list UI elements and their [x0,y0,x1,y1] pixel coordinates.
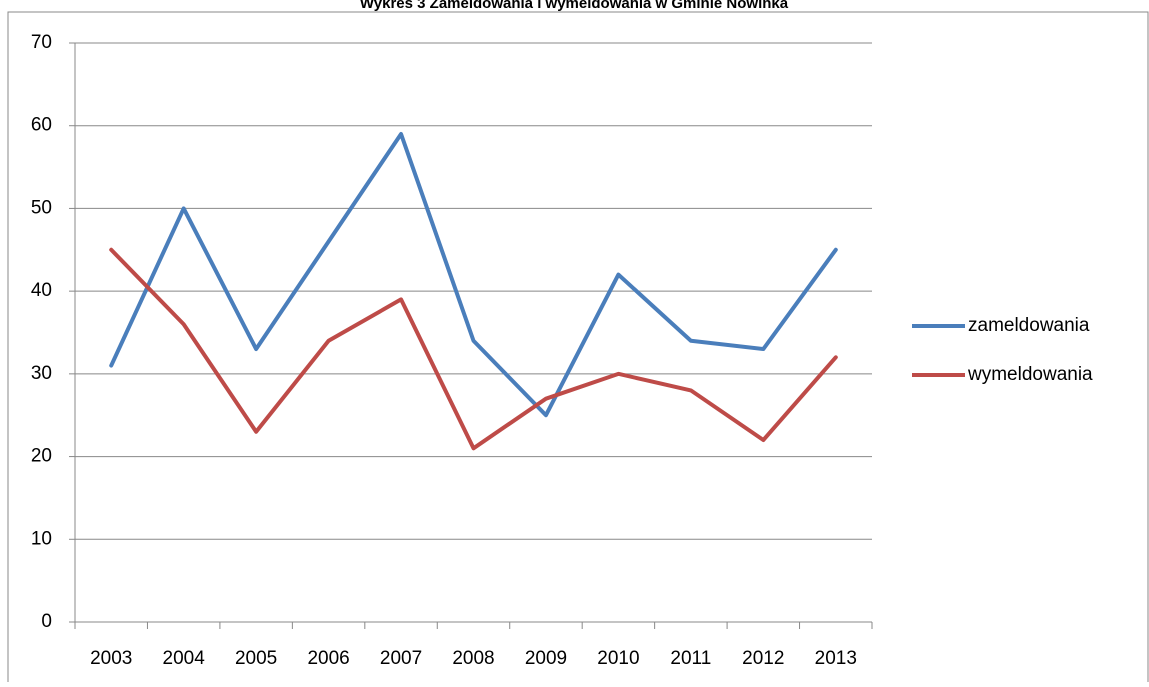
y-tick-label: 30 [31,363,52,384]
y-tick-label: 20 [31,446,52,467]
x-tick-label: 2013 [815,648,857,669]
x-tick-label: 2009 [525,648,567,669]
series-line [109,247,838,451]
y-tick-label: 0 [41,611,52,632]
y-tick-label: 50 [31,197,52,218]
x-tick-label: 2010 [597,648,639,669]
x-tick-label: 2004 [163,648,206,669]
x-tick-label: 2003 [90,648,132,669]
x-tick-label: 2012 [742,648,784,669]
legend-label: zameldowania [968,315,1090,336]
chart-frame [7,11,1149,687]
y-tick-label: 60 [31,115,52,136]
x-tick-label: 2008 [452,648,494,669]
y-tick-label: 70 [31,32,52,53]
x-tick-label: 2011 [670,648,711,669]
x-tick-label: 2007 [380,648,422,669]
legend-label: wymeldowania [967,364,1093,385]
series-line [109,131,838,418]
x-tick-label: 2005 [235,648,277,669]
chart-title: Wykres 3 Zameldowania i wymeldowania w G… [360,0,789,12]
x-tick-label: 2006 [307,648,349,669]
y-tick-label: 10 [31,528,52,549]
y-tick-label: 40 [31,280,52,301]
